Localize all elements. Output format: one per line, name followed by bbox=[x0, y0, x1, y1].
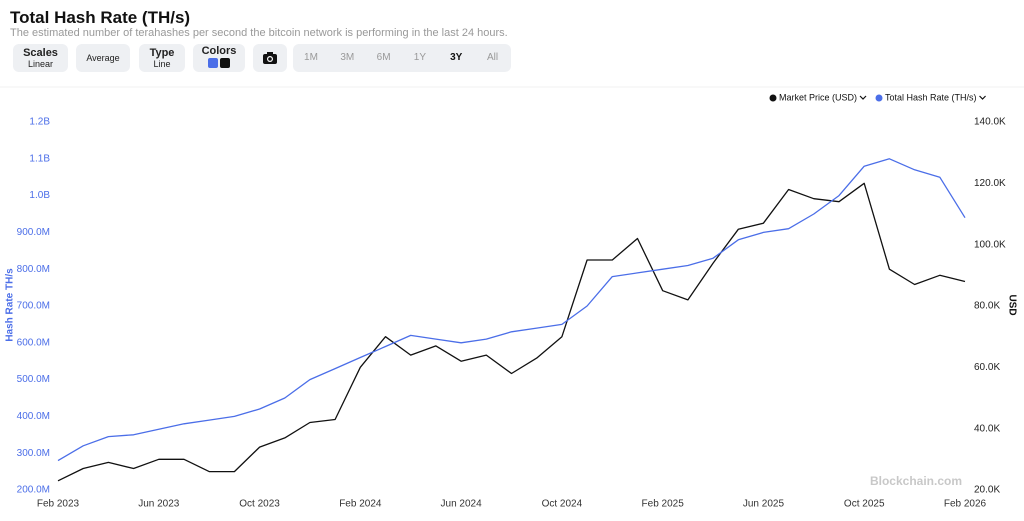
y-tick-label: 1.1B bbox=[29, 153, 50, 164]
range-button[interactable]: 1Y bbox=[413, 52, 427, 63]
legend-label: Total Hash Rate (TH/s) bbox=[885, 92, 977, 102]
average-button[interactable]: Average bbox=[76, 44, 130, 72]
y-tick-label: 1.2B bbox=[29, 117, 50, 128]
y2-tick-label: 140.0K bbox=[974, 117, 1006, 128]
y2-tick-label: 80.0K bbox=[974, 301, 1000, 312]
colors-button[interactable]: Colors bbox=[193, 44, 245, 72]
watermark: Blockchain.com bbox=[870, 474, 962, 488]
y2-tick-label: 40.0K bbox=[974, 423, 1000, 434]
series-line bbox=[57, 158, 966, 462]
type-button[interactable]: Type Line bbox=[139, 44, 185, 72]
label: Scales bbox=[23, 47, 58, 59]
y-tick-label: 600.0M bbox=[17, 337, 50, 348]
title: Total Hash Rate (TH/s) bbox=[10, 8, 191, 27]
swatch bbox=[220, 58, 230, 68]
value: Linear bbox=[27, 59, 54, 69]
swatch bbox=[208, 58, 218, 68]
x-tick-label: Jun 2025 bbox=[743, 499, 785, 510]
y-tick-label: 800.0M bbox=[17, 264, 50, 275]
y-tick-label: 900.0M bbox=[17, 227, 50, 238]
camera-button[interactable] bbox=[253, 44, 287, 72]
y-tick-label: 200.0M bbox=[17, 485, 50, 496]
value: Line bbox=[153, 59, 171, 69]
y-tick-label: 400.0M bbox=[17, 411, 50, 422]
y-tick-label: 700.0M bbox=[17, 301, 50, 312]
legend-label: Market Price (USD) bbox=[779, 92, 857, 102]
camera-icon bbox=[263, 52, 277, 64]
x-tick-label: Feb 2025 bbox=[642, 499, 685, 510]
range-button[interactable]: All bbox=[486, 52, 499, 63]
x-tick-label: Oct 2025 bbox=[844, 499, 885, 510]
series-line bbox=[57, 182, 966, 482]
y2-tick-label: 100.0K bbox=[974, 239, 1006, 250]
y-axis-label: Hash Rate TH/s bbox=[5, 268, 16, 342]
x-tick-label: Oct 2024 bbox=[542, 499, 583, 510]
y-tick-label: 1.0B bbox=[29, 190, 50, 201]
x-tick-label: Feb 2026 bbox=[944, 499, 987, 510]
y-tick-label: 300.0M bbox=[17, 448, 50, 459]
legend-marker bbox=[769, 94, 777, 102]
y2-tick-label: 60.0K bbox=[974, 362, 1000, 373]
range-selector: 1M 3M 6M 1Y 3Y All bbox=[293, 44, 511, 72]
range-button[interactable]: 3M bbox=[340, 52, 355, 63]
label: Average bbox=[86, 53, 120, 63]
y2-axis-label: USD bbox=[1006, 294, 1017, 315]
x-tick-label: Jun 2023 bbox=[138, 499, 180, 510]
swatches bbox=[207, 57, 231, 71]
x-tick-label: Jun 2024 bbox=[441, 499, 483, 510]
range-button[interactable]: 1M bbox=[304, 52, 318, 63]
x-tick-label: Feb 2024 bbox=[339, 499, 382, 510]
scales-button[interactable]: Scales Linear bbox=[13, 44, 68, 72]
legend-chevron bbox=[859, 95, 867, 100]
y2-tick-label: 20.0K bbox=[974, 485, 1000, 496]
x-tick-label: Feb 2023 bbox=[37, 499, 80, 510]
y-tick-label: 500.0M bbox=[17, 374, 50, 385]
x-tick-label: Oct 2023 bbox=[239, 499, 280, 510]
label: Type bbox=[149, 47, 175, 59]
legend-marker bbox=[875, 94, 883, 102]
range-button[interactable]: 3Y bbox=[450, 52, 463, 63]
y2-tick-label: 120.0K bbox=[974, 178, 1006, 189]
label: Colors bbox=[201, 45, 237, 57]
subtitle: The estimated number of terahashes per s… bbox=[10, 27, 508, 39]
legend-chevron bbox=[979, 95, 986, 100]
range-button[interactable]: 6M bbox=[376, 52, 391, 63]
